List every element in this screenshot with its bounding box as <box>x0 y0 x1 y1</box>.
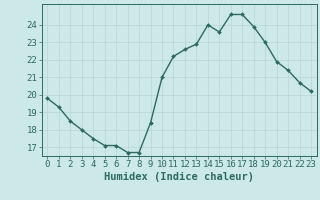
X-axis label: Humidex (Indice chaleur): Humidex (Indice chaleur) <box>104 172 254 182</box>
